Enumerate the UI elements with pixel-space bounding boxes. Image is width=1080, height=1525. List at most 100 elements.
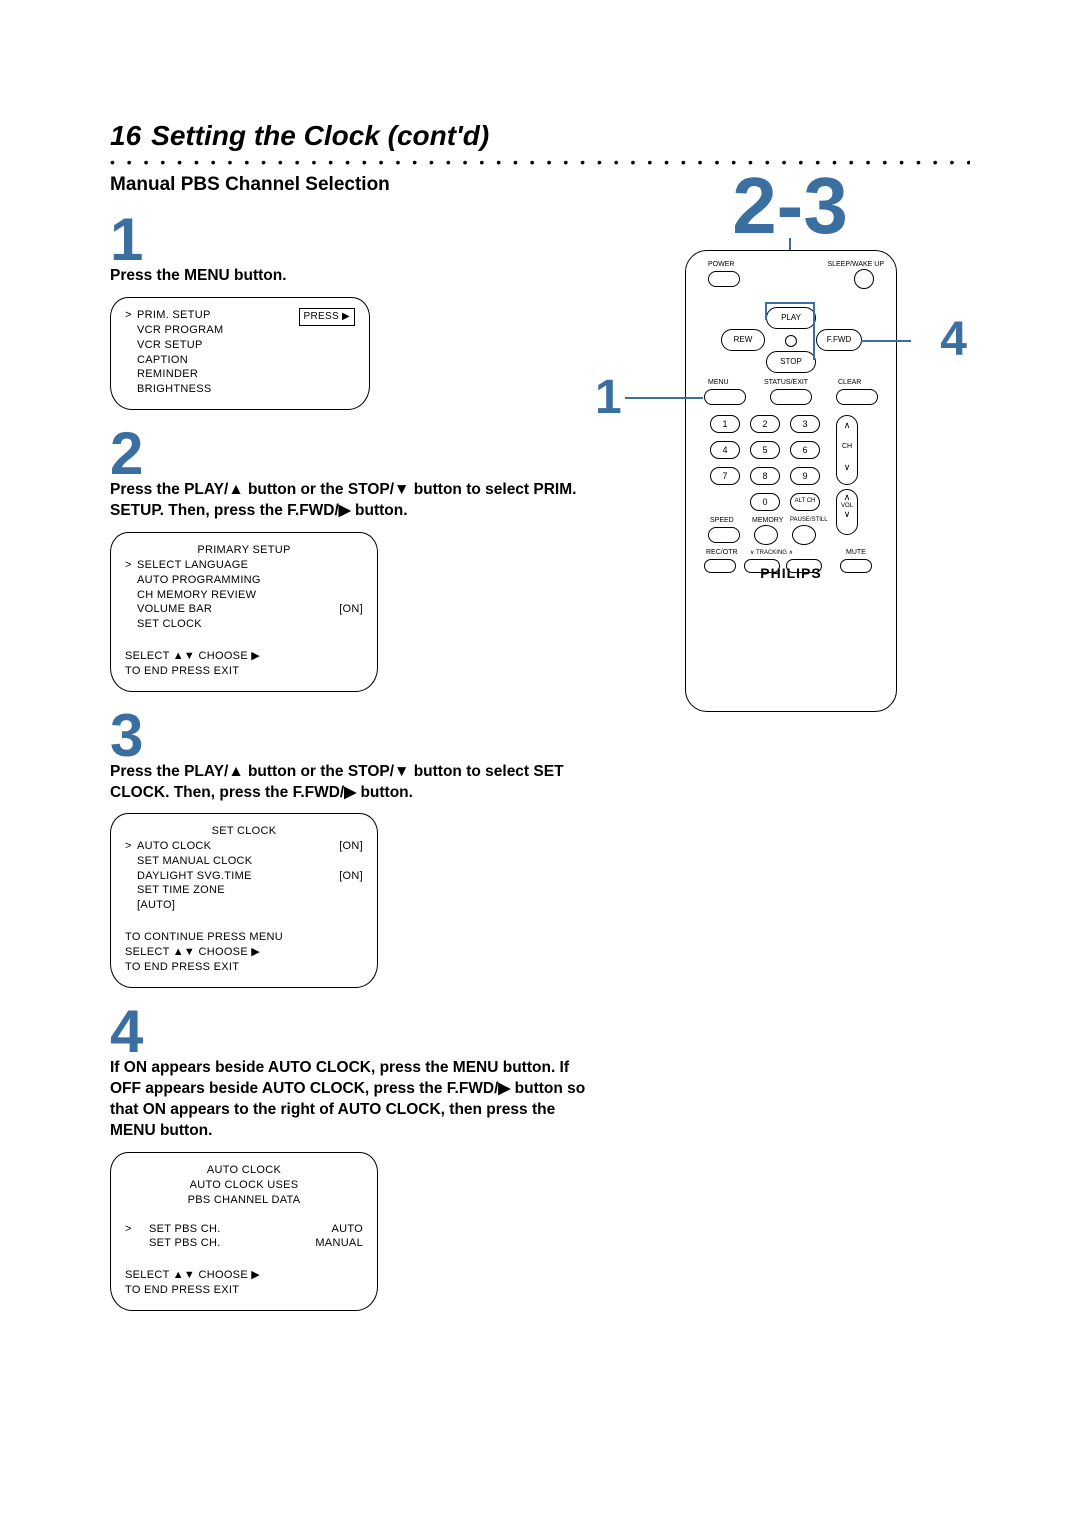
callout-line (765, 302, 767, 320)
vol-down-icon: ∨ (837, 509, 857, 520)
osd-title: AUTO CLOCK USES (125, 1178, 363, 1193)
osd-screen-4: AUTO CLOCK AUTO CLOCK USES PBS CHANNEL D… (110, 1152, 378, 1311)
ch-label: CH (837, 443, 857, 450)
osd-item: SET PBS CH. (149, 1236, 297, 1251)
memory-button[interactable] (754, 525, 778, 545)
status-button[interactable] (770, 389, 812, 405)
callout-line (765, 302, 815, 304)
osd-item: SET CLOCK (137, 617, 363, 632)
clear-label: CLEAR (838, 379, 861, 386)
osd-item: AUTO PROGRAMMING (137, 573, 363, 588)
rew-button[interactable]: REW (721, 329, 765, 351)
osd-item: REMINDER (137, 367, 299, 382)
menu-label: MENU (708, 379, 729, 386)
step-text-1: Press the MENU button. (110, 266, 590, 287)
ch-up-icon: ∧ (837, 420, 857, 431)
osd-screen-3: SET CLOCK >AUTO CLOCK[ON] SET MANUAL CLO… (110, 813, 378, 988)
ch-down-icon: ∨ (837, 462, 857, 473)
tracking-label: ∨ TRACKING ∧ (750, 549, 793, 556)
callout-4: 4 (940, 312, 967, 367)
osd-caret: > (125, 839, 137, 854)
play-button[interactable]: PLAY (766, 307, 816, 329)
osd-foot: SELECT ▲▼ CHOOSE ▶ (125, 1268, 363, 1283)
step-number-4: 4 (110, 1008, 590, 1056)
osd-item: CAPTION (137, 352, 299, 367)
ffwd-button[interactable]: F.FWD (816, 329, 862, 351)
vol-up-icon: ∧ (837, 492, 857, 503)
osd-screen-2: PRIMARY SETUP >SELECT LANGUAGE AUTO PROG… (110, 532, 378, 692)
digit-7[interactable]: 7 (710, 467, 740, 485)
stop-button[interactable]: STOP (766, 351, 816, 373)
callout-line (625, 397, 703, 399)
digit-0[interactable]: 0 (750, 493, 780, 511)
page-title-row: 16Setting the Clock (cont'd) (110, 120, 970, 152)
memory-label: MEMORY (752, 517, 783, 524)
power-button[interactable] (708, 271, 740, 287)
osd-title: SET CLOCK (125, 824, 363, 839)
osd-title: PRIMARY SETUP (125, 543, 363, 558)
osd-item: AUTO CLOCK (137, 839, 339, 854)
osd-item: VOLUME BAR (137, 602, 339, 617)
mute-label: MUTE (846, 549, 866, 556)
step-number-3: 3 (110, 712, 590, 760)
press-box: PRESS ▶ (299, 308, 355, 326)
remote-diagram: 2-3 POWER SLEEP/WAKE UP PLAY REW F.FWD S… (620, 170, 960, 712)
osd-val: AUTO (331, 1221, 363, 1236)
digit-5[interactable]: 5 (750, 441, 780, 459)
osd-val: [ON] (339, 869, 363, 884)
step-text-4: If ON appears beside AUTO CLOCK, press t… (110, 1058, 590, 1142)
digit-1[interactable]: 1 (710, 415, 740, 433)
sleep-label: SLEEP/WAKE UP (827, 261, 884, 268)
sleep-button[interactable] (854, 269, 874, 289)
osd-title: PBS CHANNEL DATA (125, 1192, 363, 1207)
osd-mid: TO CONTINUE PRESS MENU (125, 930, 363, 945)
remote-body: POWER SLEEP/WAKE UP PLAY REW F.FWD STOP … (685, 250, 897, 712)
menu-button[interactable] (704, 389, 746, 405)
callout-1: 1 (595, 370, 622, 425)
page-title: Setting the Clock (cont'd) (151, 120, 489, 151)
osd-item: SELECT LANGUAGE (137, 558, 363, 573)
callout-line (813, 302, 815, 360)
osd-caret: > (125, 558, 137, 573)
digit-2[interactable]: 2 (750, 415, 780, 433)
osd-item: SET TIME ZONE (137, 884, 363, 899)
osd-foot: TO END PRESS EXIT (125, 1283, 363, 1298)
osd-item: BRIGHTNESS (137, 382, 299, 397)
callout-line (861, 340, 911, 342)
step-number-1: 1 (110, 216, 590, 264)
osd-foot: SELECT ▲▼ CHOOSE ▶ (125, 649, 363, 664)
speed-button[interactable] (708, 527, 740, 543)
clear-button[interactable] (836, 389, 878, 405)
osd-item: [AUTO] (137, 899, 363, 914)
osd-item: CH MEMORY REVIEW (137, 587, 363, 602)
digit-3[interactable]: 3 (790, 415, 820, 433)
speed-label: SPEED (710, 517, 734, 524)
osd-item: SET PBS CH. (149, 1221, 313, 1236)
digit-9[interactable]: 9 (790, 467, 820, 485)
osd-screen-1: >PRIM. SETUP VCR PROGRAM VCR SETUP CAPTI… (110, 297, 370, 410)
vol-rocker[interactable]: ∧ VOL ∨ (836, 489, 858, 535)
status-label: STATUS/EXIT (764, 379, 808, 386)
recotr-label: REC/OTR (706, 549, 738, 556)
osd-item: SET MANUAL CLOCK (137, 854, 363, 869)
osd-val: MANUAL (315, 1236, 363, 1251)
step-text-2: Press the PLAY/▲ button or the STOP/▼ bu… (110, 480, 590, 522)
digit-8[interactable]: 8 (750, 467, 780, 485)
pausestill-button[interactable] (792, 525, 816, 545)
osd-foot: SELECT ▲▼ CHOOSE ▶ (125, 945, 363, 960)
pausestill-label: PAUSE/STILL (790, 517, 828, 523)
osd-foot: TO END PRESS EXIT (125, 960, 363, 975)
ch-rocker[interactable]: ∧ CH ∨ (836, 415, 858, 485)
step-number-2: 2 (110, 430, 590, 478)
digit-6[interactable]: 6 (790, 441, 820, 459)
osd-foot: TO END PRESS EXIT (125, 664, 363, 679)
osd-item: PRIM. SETUP (137, 308, 299, 323)
altch-button[interactable]: ALT CH (790, 493, 820, 511)
power-label: POWER (708, 261, 734, 268)
step-text-3: Press the PLAY/▲ button or the STOP/▼ bu… (110, 762, 590, 804)
osd-item: VCR SETUP (137, 338, 299, 353)
osd-val: [ON] (339, 602, 363, 617)
center-dot-icon (785, 335, 797, 347)
digit-4[interactable]: 4 (710, 441, 740, 459)
osd-caret: > (125, 308, 137, 323)
